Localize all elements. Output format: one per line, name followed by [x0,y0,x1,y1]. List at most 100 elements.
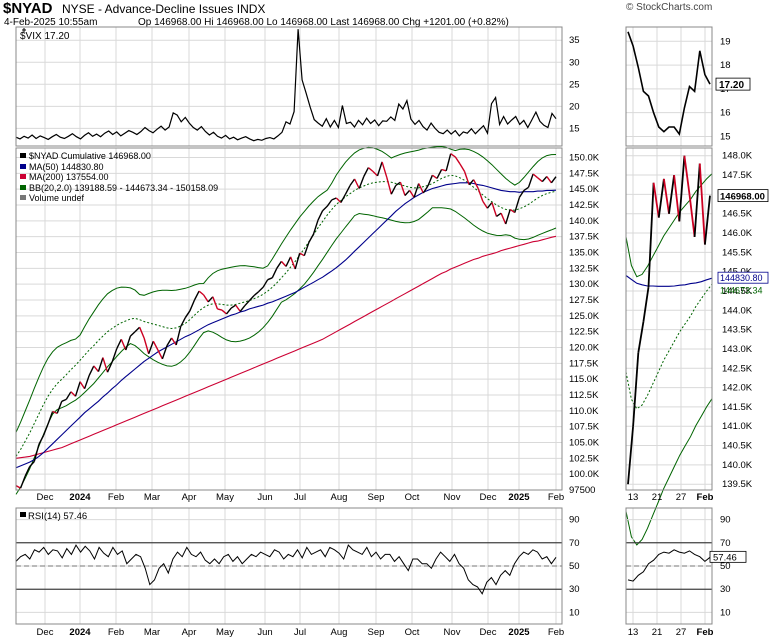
nyad-price-segment [180,317,186,327]
nyad-price-segment [129,331,136,337]
dnyad-tick-label: 145.5K [722,247,753,258]
nyad-price-segment [322,205,328,212]
nyad-price-segment [317,210,324,221]
month-label: Feb [548,492,564,503]
month-label: 2025 [508,492,530,503]
nyad-price-segment [88,365,95,376]
nyad-price-segment [450,153,456,158]
ma50-legend: MA(50) 144830.80 [29,162,104,172]
nyad-price-segment [491,202,498,217]
nyad-price-segment [138,326,145,339]
bb-last-label: 144673.34 [720,285,763,295]
vix-panel [15,26,563,147]
nyad-price-segment [83,375,90,389]
bb-middle-line [15,174,557,457]
nyad-price-segment [171,337,177,346]
month-label: Dec [37,492,54,503]
month-label: May [216,492,234,503]
nyad-price-segment [422,185,429,194]
nyad-legend-swatch [20,153,26,158]
dnyad-price-segment [673,174,681,222]
nyad-price-segment [496,212,502,217]
vix-last-label: 17.20 [719,80,744,91]
vix-tick-label: 25 [569,79,580,90]
dnyad-price-segment [698,163,706,245]
nyad-price-segment [217,308,223,311]
ma200-legend: MA(200) 137554.00 [29,172,109,182]
rsi-month-label: Aug [331,627,348,638]
rsi-month-label: Sep [368,627,385,638]
month-label: 2024 [69,492,91,503]
nyad-price-segment [244,300,250,307]
nyad-price-segment [482,200,488,209]
nyad-price-segment [65,391,72,400]
dnyad-tick-label: 142.0K [722,383,753,394]
rsi-tick-label: 70 [569,538,580,549]
dnyad-price-segment [668,174,675,214]
nyad-price-segment [148,340,154,355]
nyad-price-segment [367,167,374,172]
nyad-price-segment [143,337,150,354]
nyad-tick-label: 140.0K [569,216,600,227]
nyad-price-segment [93,365,99,373]
rsi-month-label: 2025 [508,627,530,638]
nyad-price-segment [468,179,475,186]
nyad-tick-label: 100.0K [569,469,600,480]
nyad-price-segment [134,326,141,333]
drsi-day-label: 21 [652,627,663,638]
ma50-line [15,182,557,469]
rsi-month-label: Feb [548,627,564,638]
nyad-price-segment [61,398,67,402]
symbol-description: NYSE - Advance-Decline Issues INDX [62,2,266,16]
rsi-month-label: May [216,627,234,638]
nyad-price-segment [303,242,310,256]
drsi-panel [625,507,713,625]
drsi-tick-label: 10 [720,607,731,618]
nyad-price-segment [409,190,415,198]
dnyad-price-segment [657,178,665,218]
rsi-legend-swatch [20,512,26,517]
rsi-month-label: Nov [444,627,461,638]
month-label: Nov [444,492,461,503]
symbol-title: $NYAD [3,0,53,17]
drsi-tick-label: 90 [720,515,731,526]
dnyad-price-segment [683,155,691,195]
nyad-legend: $NYAD Cumulative 146968.00 [29,151,151,161]
nyad-price-segment [445,153,452,171]
nyad-price-segment [258,286,264,293]
nyad-tick-label: 147.5K [569,168,600,179]
nyad-price-segment [24,466,31,477]
ma50-legend-swatch [20,164,26,169]
nyad-price-segment [52,410,58,415]
nyad-last-label: 146968.00 [720,192,765,203]
dnyad-price-segment [647,182,655,288]
vix-last-box [715,77,751,91]
nyad-price-segment [19,475,26,489]
nyad-price-segment [546,176,552,184]
nyad-price-segment [509,208,516,214]
bb-legend-swatch [20,185,26,190]
bb-upper-line [15,145,557,433]
month-label: Aug [331,492,348,503]
dvix-tick-label: 16 [720,108,731,119]
nyad-tick-label: 112.5K [569,390,599,401]
dnyad-price-segment [663,178,670,214]
nyad-tick-label: 120.0K [569,343,600,354]
drsi-line [627,549,711,582]
dnyad-price-segment [637,321,645,353]
dnyad-price-segment [652,182,660,218]
nyad-tick-label: 125.0K [569,311,600,322]
nyad-price-segment [271,268,278,279]
rsi-month-label: Apr [182,627,197,638]
rsi-last-label: 57.46 [713,552,737,563]
nyad-price-segment [97,357,104,372]
nyad-price-segment [198,290,205,296]
nyad-price-segment [203,294,209,303]
dnyad-price-segment [632,352,640,427]
nyad-price-segment [344,185,351,195]
nyad-price-segment [38,435,45,445]
nyad-price-segment [175,326,182,346]
dbb-lower-line [625,398,713,546]
nyad-price-segment [116,338,122,350]
nyad-price-segment [472,179,479,189]
